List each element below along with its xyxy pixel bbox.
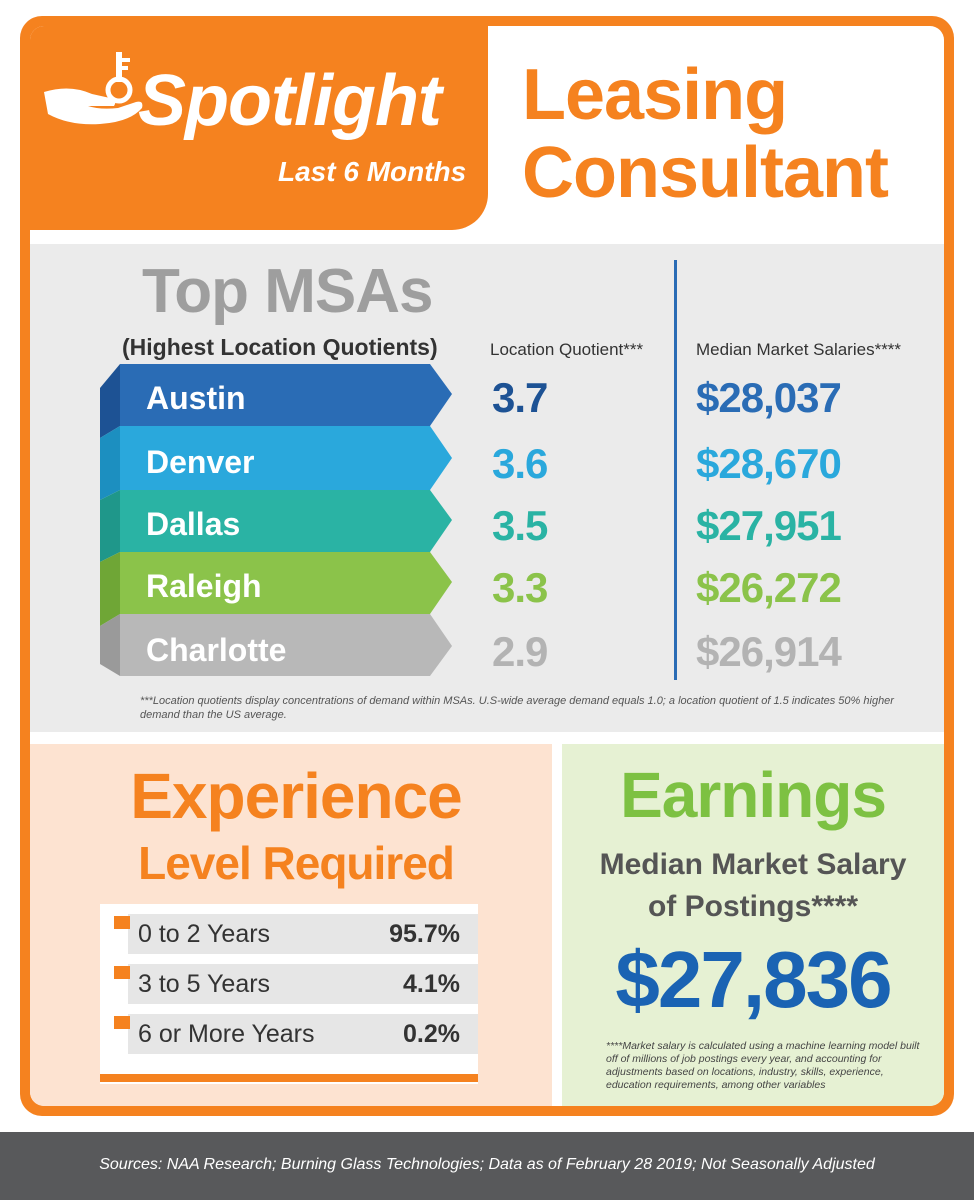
arrow-raleigh: [100, 552, 452, 626]
table-bottom-bar: [100, 1074, 478, 1082]
msa-subtitle: (Highest Location Quotients): [122, 334, 438, 360]
hand-key-icon: [44, 52, 143, 125]
lq-column-header: Location Quotient***: [490, 340, 644, 359]
salary-raleigh: $26,272: [696, 564, 842, 611]
experience-row: 6 or More Years 0.2%: [114, 1014, 478, 1054]
earnings-subtitle-line1: Median Market Salary: [599, 848, 907, 881]
earnings-value: $27,836: [615, 935, 892, 1024]
sources-text: Sources: NAA Research; Burning Glass Tec…: [99, 1156, 875, 1173]
city-charlotte: Charlotte: [146, 632, 287, 668]
lq-raleigh: 3.3: [492, 564, 548, 611]
column-divider: [674, 260, 677, 680]
bullet-icon: [114, 916, 130, 929]
row-shade: [128, 964, 478, 1004]
salary-denver: $28,670: [696, 440, 842, 487]
experience-label: 3 to 5 Years: [138, 970, 271, 998]
experience-label: 0 to 2 Years: [138, 920, 271, 948]
top-msas-panel: Top MSAs (Highest Location Quotients) Lo…: [30, 244, 944, 732]
experience-value: 95.7%: [389, 920, 460, 948]
row-shade: [128, 1014, 478, 1054]
experience-title: Experience: [130, 760, 463, 832]
bullet-icon: [114, 966, 130, 979]
arrow-charlotte: [100, 614, 452, 676]
lq-denver: 3.6: [492, 440, 548, 487]
earnings-title: Earnings: [620, 759, 887, 831]
earnings-subtitle: Median Market Salary of Postings****: [562, 844, 944, 928]
lq-dallas: 3.5: [492, 502, 548, 549]
lq-charlotte: 2.9: [492, 628, 548, 675]
period-label: Last 6 Months: [278, 156, 467, 187]
msa-title: Top MSAs: [142, 257, 433, 326]
salary-dallas: $27,951: [696, 502, 842, 549]
city-raleigh: Raleigh: [146, 568, 262, 604]
spotlight-header: Spotlight Last 6 Months: [30, 26, 488, 230]
infographic: Spotlight Last 6 Months Leasing Consulta…: [30, 26, 944, 1106]
role-title-line1: Leasing: [522, 55, 788, 135]
experience-panel: Experience Level Required 0 to 2 Years 9…: [30, 744, 552, 1106]
earnings-subtitle-line2: of Postings****: [647, 890, 859, 923]
experience-value: 4.1%: [403, 970, 460, 998]
bullet-icon: [114, 1016, 130, 1029]
experience-row: 0 to 2 Years 95.7%: [114, 914, 478, 954]
city-denver: Denver: [146, 444, 255, 480]
experience-row: 3 to 5 Years 4.1%: [114, 964, 478, 1004]
earnings-footnote: ****Market salary is calculated using a …: [606, 1040, 920, 1091]
arrow-denver: [100, 426, 452, 500]
spotlight-title: Spotlight: [138, 61, 442, 141]
experience-label: 6 or More Years: [138, 1020, 315, 1048]
salary-austin: $28,037: [696, 374, 842, 421]
arrow-austin: [100, 364, 452, 438]
experience-title-line2: Level Required: [138, 837, 455, 889]
salary-column-header: Median Market Salaries****: [696, 340, 902, 359]
msa-footnote: ***Location quotients display concentrat…: [140, 695, 894, 721]
experience-table: 0 to 2 Years 95.7% 3 to 5 Years 4.1% 6 o…: [100, 904, 478, 1084]
role-title-line2: Consultant: [522, 133, 889, 213]
city-austin: Austin: [146, 380, 246, 416]
arrow-dallas: [100, 490, 452, 562]
role-title: Leasing Consultant: [522, 55, 889, 213]
experience-value: 0.2%: [403, 1020, 460, 1048]
earnings-panel: Earnings Median Market Salary of Posting…: [562, 744, 944, 1106]
msa-arrows: [100, 364, 452, 676]
row-shade: [128, 914, 478, 954]
lq-austin: 3.7: [492, 374, 548, 421]
sources-footer: Sources: NAA Research; Burning Glass Tec…: [0, 1132, 974, 1200]
city-dallas: Dallas: [146, 506, 241, 542]
salary-charlotte: $26,914: [696, 628, 842, 675]
